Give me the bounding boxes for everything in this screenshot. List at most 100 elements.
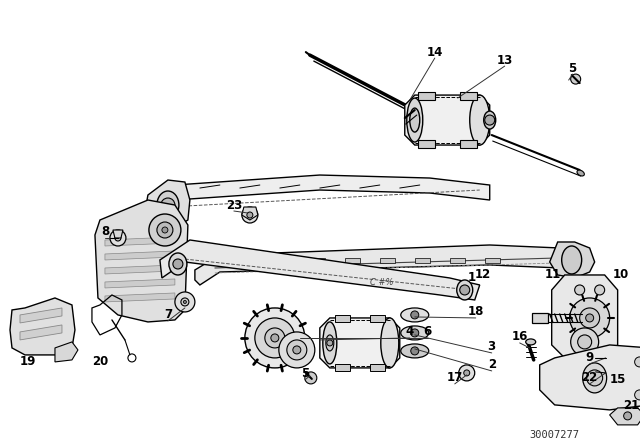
Ellipse shape [407,98,423,142]
Circle shape [110,230,126,246]
Bar [380,258,395,263]
Text: 8: 8 [101,225,109,238]
Ellipse shape [582,363,607,393]
Polygon shape [540,345,640,410]
Circle shape [595,285,605,295]
Text: 16: 16 [511,331,528,344]
Polygon shape [335,364,350,371]
Text: 18: 18 [468,306,484,319]
Ellipse shape [157,191,179,219]
Ellipse shape [457,280,473,300]
Circle shape [459,365,475,381]
Circle shape [293,346,301,354]
Text: 15: 15 [609,374,626,387]
Circle shape [411,311,419,319]
Text: 21: 21 [623,400,640,413]
Circle shape [271,334,279,342]
Text: 10: 10 [612,268,628,281]
Polygon shape [150,175,490,215]
Polygon shape [105,279,175,288]
Circle shape [184,301,186,303]
Circle shape [580,308,600,328]
Circle shape [571,328,598,356]
Circle shape [175,292,195,312]
Circle shape [596,369,604,377]
Text: 2: 2 [488,358,496,371]
Circle shape [578,335,591,349]
Circle shape [575,285,585,295]
Bar [345,258,360,263]
Polygon shape [105,293,175,302]
Ellipse shape [326,335,334,351]
Text: 12: 12 [475,268,491,281]
Ellipse shape [401,308,429,322]
Circle shape [587,370,603,386]
Circle shape [247,212,253,218]
Circle shape [149,214,181,246]
Bar [484,258,500,263]
Circle shape [570,298,610,338]
Text: 23: 23 [226,198,242,211]
Polygon shape [335,315,350,322]
Text: 1: 1 [468,271,476,284]
Circle shape [255,318,295,358]
Circle shape [460,285,470,295]
Text: 13: 13 [497,54,513,67]
Ellipse shape [323,322,337,364]
Text: 7: 7 [164,309,172,322]
Polygon shape [610,408,640,425]
Circle shape [411,329,419,337]
Polygon shape [550,242,595,278]
Polygon shape [460,140,477,148]
Polygon shape [460,92,477,100]
Ellipse shape [401,326,429,340]
Circle shape [635,390,640,400]
Circle shape [242,207,258,223]
Polygon shape [320,318,400,368]
Polygon shape [105,265,175,274]
Text: 19: 19 [20,355,36,368]
Ellipse shape [589,368,610,378]
Polygon shape [195,245,564,285]
Bar [450,258,465,263]
Ellipse shape [562,246,582,274]
Polygon shape [160,240,480,300]
Polygon shape [10,298,75,355]
Polygon shape [95,200,188,322]
Circle shape [279,332,315,368]
Polygon shape [370,364,385,371]
Ellipse shape [401,344,429,358]
Bar [415,258,429,263]
Bar [275,258,290,263]
Polygon shape [145,180,190,228]
Circle shape [327,340,333,346]
Circle shape [245,308,305,368]
Circle shape [305,372,317,384]
Circle shape [265,328,285,348]
Text: 5: 5 [301,367,309,380]
Ellipse shape [484,111,496,129]
Polygon shape [595,349,605,361]
Circle shape [597,353,602,358]
Text: 6: 6 [424,325,432,338]
Ellipse shape [410,108,420,132]
Circle shape [571,74,580,84]
Text: 9: 9 [586,351,594,364]
Circle shape [484,115,495,125]
Circle shape [635,357,640,367]
Polygon shape [55,342,78,362]
Text: 3: 3 [488,340,496,353]
Text: 30007277: 30007277 [530,430,580,440]
Text: 20: 20 [92,355,108,368]
Ellipse shape [381,318,399,368]
Text: 5: 5 [568,61,577,74]
Ellipse shape [169,253,187,275]
Polygon shape [418,140,435,148]
Polygon shape [370,315,385,322]
Polygon shape [105,237,175,246]
Text: 17: 17 [447,371,463,384]
Circle shape [115,235,121,241]
Polygon shape [242,207,258,220]
Text: 11: 11 [545,268,561,281]
Polygon shape [404,95,490,145]
